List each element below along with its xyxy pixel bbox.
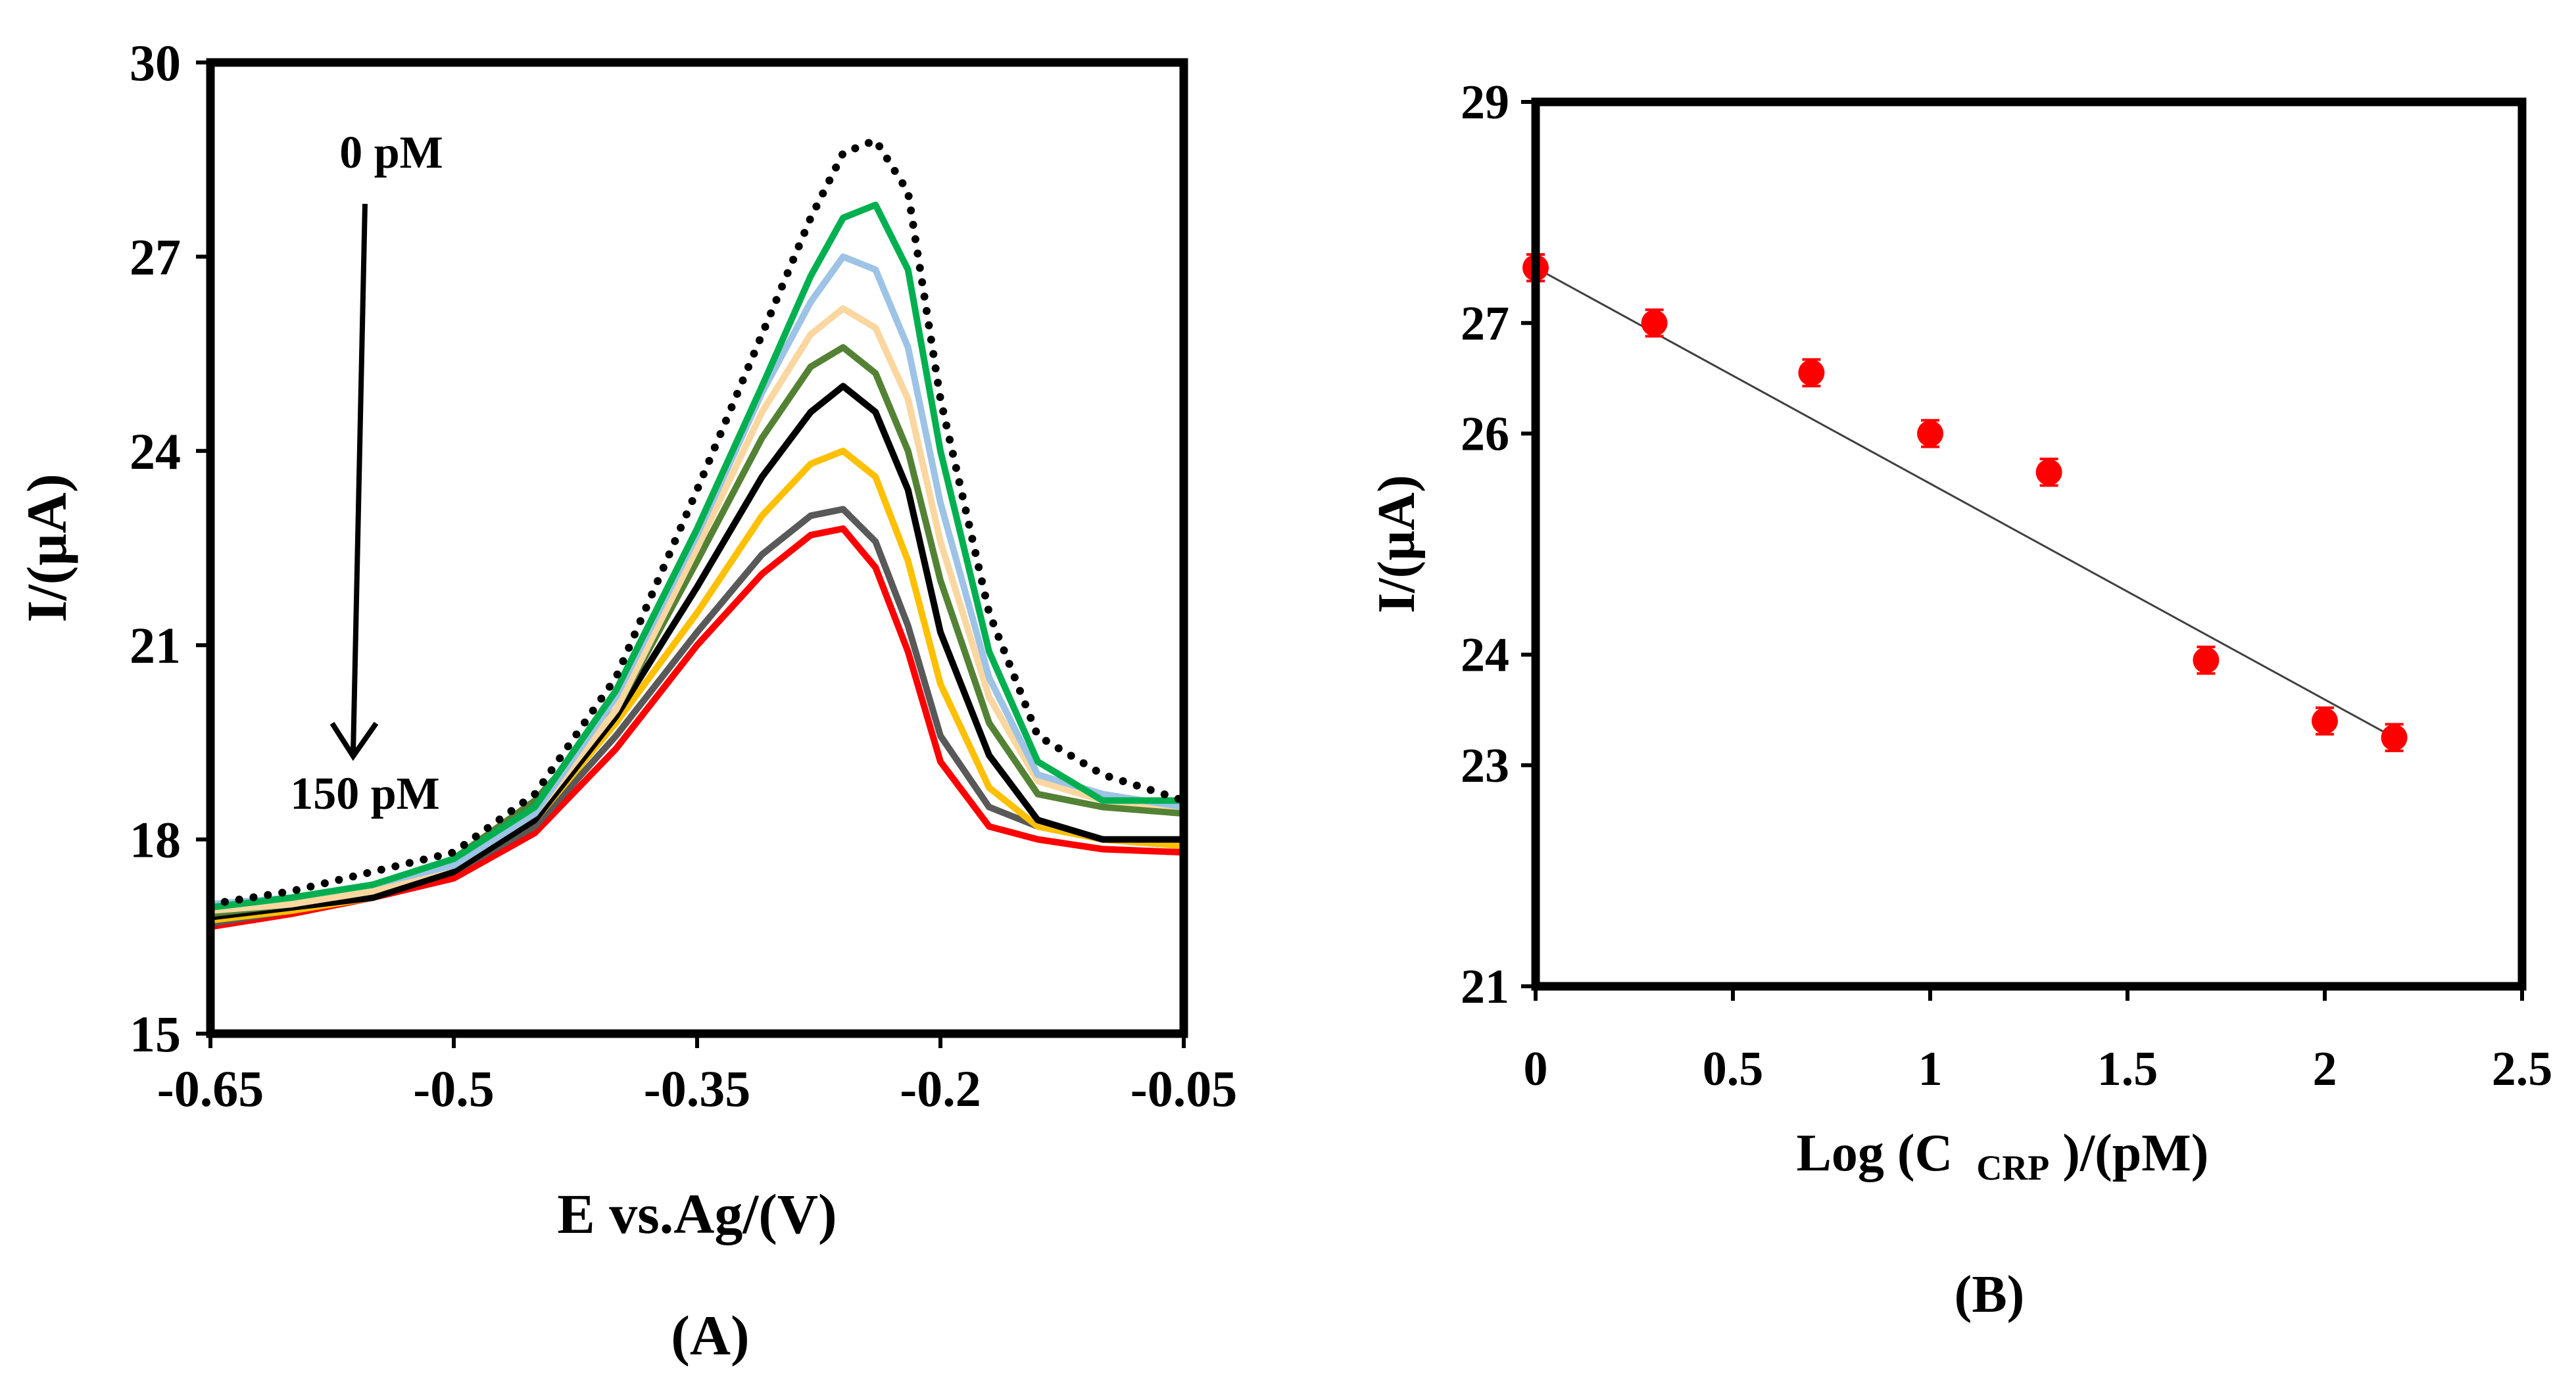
x-tick-label-a: -0.65 (157, 1060, 264, 1117)
data-point (2381, 724, 2408, 751)
data-point (2035, 459, 2062, 486)
x-tick-label-a: -0.05 (1130, 1060, 1237, 1117)
x-tick-label-b: 1 (1918, 1042, 1943, 1096)
series-line-8 (207, 525, 1187, 930)
y-tick-label-a: 24 (130, 423, 181, 480)
series-line-1 (207, 201, 1187, 911)
data-point (2312, 708, 2338, 734)
x-tick-label-a: -0.5 (413, 1060, 494, 1117)
concentration-arrow-head (329, 721, 379, 761)
calibration-fit-line (1535, 266, 2395, 739)
panel-label-b: (B) (1955, 1266, 2025, 1324)
series-line-2 (207, 253, 1187, 908)
y-tick-label-a: 27 (130, 228, 181, 285)
x-axis-label-b-sub: CRP (1976, 1148, 2049, 1188)
annotation-150pm: 150 pM (290, 769, 440, 819)
x-tick-label-b: 1.5 (2097, 1042, 2158, 1096)
series-line-5 (207, 383, 1187, 921)
chart-panel-a: -0.65 -0.5 -0.35 -0.2 -0.05 15 18 21 24 27 30 E v… (15, 34, 1237, 1367)
y-tick-label-b: 29 (1461, 76, 1509, 130)
y-tick-label-a: 30 (130, 34, 181, 91)
x-axis-ticks-b: 0 0.5 1 1.5 2 2.5 (1524, 986, 2553, 1096)
data-point (1798, 359, 1825, 386)
x-tick-label-a: -0.2 (900, 1060, 981, 1117)
panel-label-a: (A) (671, 1304, 749, 1367)
y-tick-label-a: 18 (130, 811, 181, 869)
x-axis-label-b-main: Log (C (1797, 1124, 1953, 1182)
x-tick-label-b: 2.5 (2492, 1042, 2553, 1096)
series-line-0 (207, 136, 1188, 909)
y-axis-label-b: I/(µA) (1368, 475, 1426, 613)
y-tick-label-b: 23 (1461, 739, 1509, 793)
data-point (1641, 310, 1668, 337)
y-tick-label-b: 21 (1461, 960, 1509, 1014)
y-axis-label-a: I/(µA) (15, 473, 78, 622)
y-tick-label-a: 15 (130, 1005, 181, 1063)
x-tick-label-b: 2 (2313, 1042, 2337, 1096)
y-axis-ticks-b: 21 23 24 26 27 29 (1461, 76, 1536, 1014)
y-axis-ticks-a: 15 18 21 24 27 30 (130, 34, 210, 1063)
concentration-arrow (351, 203, 368, 754)
data-point (2193, 647, 2220, 674)
data-point (1917, 420, 1943, 447)
y-tick-label-a: 21 (130, 617, 181, 674)
y-tick-label-b: 27 (1461, 297, 1509, 350)
calibration-points-group (1522, 254, 2408, 751)
voltammogram-series-group (207, 136, 1188, 930)
annotation-0pm: 0 pM (339, 128, 443, 178)
x-tick-label-a: -0.35 (644, 1060, 750, 1117)
x-axis-label-b-post: )/(pM) (2062, 1124, 2208, 1182)
x-axis-label-a: E vs.Ag/(V) (557, 1182, 837, 1245)
y-tick-label-b: 24 (1461, 629, 1509, 683)
x-tick-label-b: 0 (1524, 1042, 1548, 1096)
y-tick-label-b: 26 (1461, 407, 1509, 461)
x-axis-label-b: Log (C CRP )/(pM) (1797, 1124, 2209, 1191)
chart-panel-b: 0 0.5 1 1.5 2 2.5 21 23 24 26 27 29 Log (C CRP )/(… (1368, 76, 2552, 1324)
x-tick-label-b: 0.5 (1703, 1042, 1764, 1096)
plot-frame-b (1531, 97, 2527, 991)
x-axis-ticks-a: -0.65 -0.5 -0.35 -0.2 -0.05 (157, 1034, 1237, 1117)
